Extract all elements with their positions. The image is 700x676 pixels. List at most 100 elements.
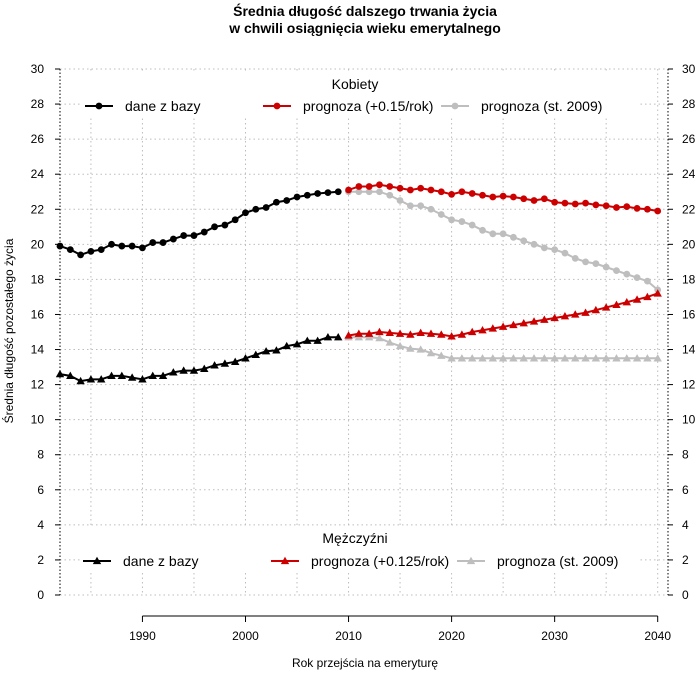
data-point [66, 371, 75, 379]
data-point [479, 191, 486, 199]
data-point [241, 354, 250, 362]
chart-title-line-2: w chwili osiągnięcia wieku emerytalnego [228, 20, 501, 36]
data-point [148, 371, 157, 379]
data-point [457, 330, 467, 338]
data-point [427, 186, 435, 194]
data-point [427, 205, 435, 213]
y-tick-label-left: 0 [37, 588, 44, 602]
data-point [334, 333, 343, 341]
data-point [468, 221, 476, 229]
y-tick-label-right: 12 [682, 378, 696, 392]
x-tick-label: 2000 [232, 629, 259, 643]
data-point [395, 329, 405, 337]
data-point [581, 354, 590, 362]
data-point [303, 191, 311, 199]
data-point [509, 354, 518, 362]
legend-women: Kobiety dane z bazy prognoza (+0.15/rok) pr… [80, 72, 640, 116]
x-tick-label: 2030 [541, 629, 568, 643]
data-point [571, 200, 579, 208]
data-point [179, 366, 188, 374]
data-point [560, 312, 570, 320]
data-point [56, 242, 64, 250]
data-point [211, 223, 218, 231]
y-tick-label-left: 18 [31, 272, 45, 286]
data-point [643, 354, 652, 362]
x-tick-label: 2010 [335, 629, 362, 643]
series-layer [55, 181, 662, 385]
data-point [478, 326, 487, 334]
legend-marker [273, 102, 281, 110]
data-point [138, 375, 147, 383]
x-tick-label: 2020 [438, 629, 465, 643]
data-point [242, 209, 249, 217]
legend-title: Kobiety [332, 76, 379, 92]
data-point [529, 354, 539, 362]
series-women-0 [56, 188, 342, 259]
data-point [468, 190, 476, 197]
data-point [601, 303, 611, 311]
data-point [613, 204, 620, 211]
series-men-4 [344, 333, 662, 362]
data-point [613, 267, 620, 275]
data-point [273, 198, 280, 206]
legend-marker [451, 102, 459, 110]
data-point [550, 354, 559, 362]
data-point [303, 336, 312, 344]
y-tick-label-right: 8 [682, 448, 689, 462]
legend-label: prognoza (st. 2009) [497, 553, 618, 569]
data-point [220, 359, 230, 367]
data-point [571, 254, 579, 262]
data-point [551, 246, 559, 253]
y-tick-label-left: 24 [31, 167, 45, 181]
data-point [127, 373, 137, 381]
data-point [653, 354, 662, 362]
y-tick-label-right: 28 [682, 97, 696, 111]
data-point [654, 207, 662, 215]
data-point [118, 242, 126, 250]
data-point [313, 336, 322, 344]
y-tick-label-right: 6 [682, 483, 689, 497]
data-point [509, 320, 518, 329]
data-point [416, 345, 425, 353]
data-point [66, 246, 74, 253]
data-point [560, 354, 570, 362]
data-point [447, 332, 456, 340]
data-point [76, 376, 85, 385]
data-point [200, 364, 209, 372]
data-point [632, 354, 642, 362]
data-point [128, 242, 136, 250]
data-point [149, 239, 157, 246]
legend-men: Mężczyźni dane z bazy prognoza (+0.125/rok… [80, 526, 640, 571]
data-point [447, 354, 456, 362]
data-point [139, 244, 146, 252]
legend-entry: prognoza (+0.15/rok) [263, 98, 433, 114]
legend-background [80, 526, 640, 571]
data-point [355, 183, 363, 190]
legend-label: prognoza (+0.125/rok) [311, 553, 449, 569]
data-point [365, 183, 373, 190]
data-point [272, 346, 281, 354]
data-point [406, 344, 415, 352]
series-men-3 [55, 333, 343, 385]
data-point [592, 260, 600, 268]
legend-label: dane z bazy [123, 553, 199, 569]
y-tick-label-left: 8 [37, 448, 44, 462]
data-point [406, 330, 415, 338]
y-tick-label-right: 16 [682, 307, 696, 321]
y-tick-label-right: 18 [682, 272, 696, 286]
y-tick-label-left: 2 [37, 553, 44, 567]
data-point [386, 183, 394, 190]
data-point [581, 308, 590, 316]
y-tick-label-left: 10 [31, 413, 45, 427]
legend-marker [280, 556, 290, 565]
data-point [653, 289, 662, 297]
data-point [108, 240, 115, 248]
legend-entry: prognoza (st. 2009) [457, 553, 618, 569]
y-tick-label-left: 12 [31, 378, 45, 392]
data-point [582, 199, 589, 207]
y-tick-label-right: 24 [682, 167, 696, 181]
data-point [251, 350, 260, 358]
data-point [623, 270, 631, 278]
data-point [602, 202, 610, 210]
legend-marker [466, 556, 476, 565]
